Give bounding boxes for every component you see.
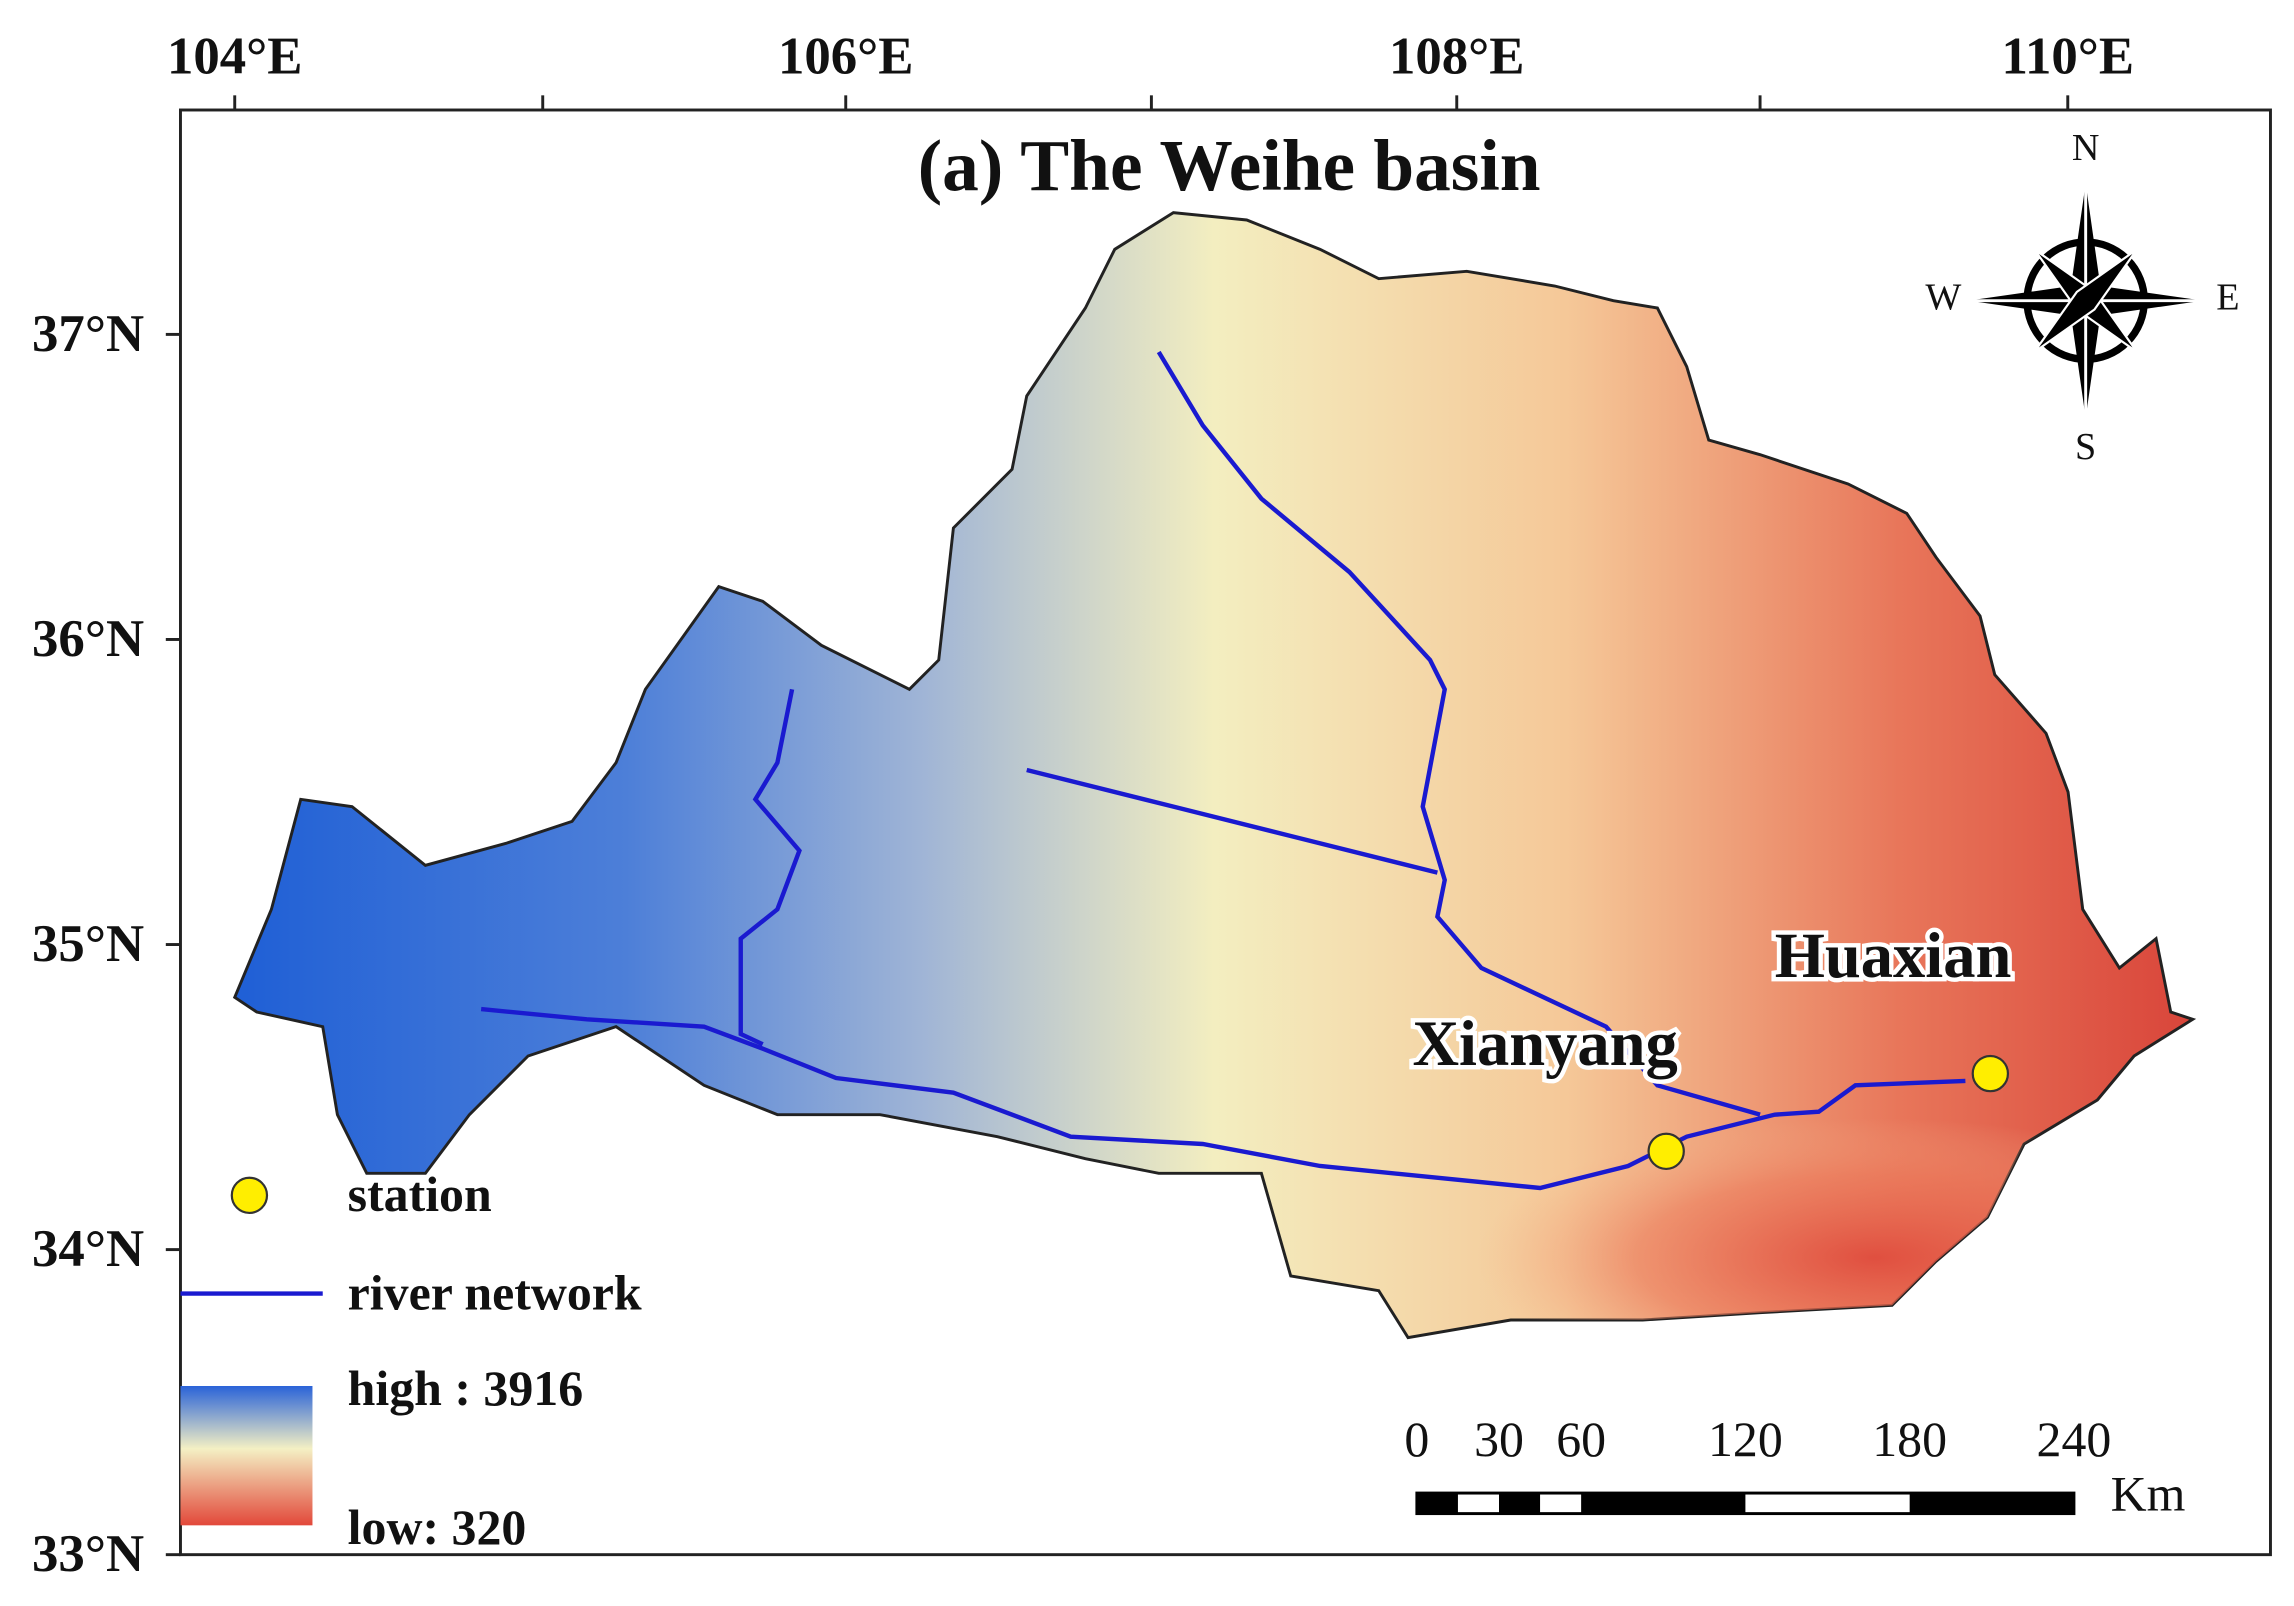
- scale-bar-segment: [1416, 1493, 1458, 1514]
- compass-n: N: [2072, 127, 2100, 169]
- scale-bar-segment: [1581, 1493, 1746, 1514]
- rivers: [480, 350, 1966, 1191]
- station-marker: [1647, 1132, 1685, 1171]
- minor-ticks: [541, 95, 1762, 110]
- compass-e: E: [2216, 276, 2239, 318]
- station-label: Huaxian: [1775, 919, 2012, 991]
- lat-label: 37°N: [32, 305, 144, 363]
- river: [738, 688, 802, 1047]
- river: [1026, 767, 1438, 875]
- compass-w: W: [1925, 276, 1961, 318]
- station-label: Xianyang: [1412, 1007, 1677, 1079]
- stations: Xianyang Huaxian: [1408, 915, 2016, 1171]
- legend-dem-ramp: [180, 1386, 313, 1526]
- compass-rose: N S W E: [1925, 127, 2239, 468]
- legend-high: high : 3916: [348, 1361, 584, 1416]
- lat-label: 34°N: [32, 1220, 144, 1278]
- legend-station-symbol: [230, 1176, 269, 1215]
- basin: [232, 211, 2197, 1340]
- legend-station: station: [348, 1167, 492, 1222]
- scale-bar-label: 0: [1404, 1412, 1429, 1467]
- scale-bar-label: 120: [1708, 1412, 1783, 1467]
- legend: station river network high : 3916 low: 3…: [180, 1167, 642, 1555]
- scale-bar-label: 60: [1556, 1412, 1606, 1467]
- lon-label: 106°E: [778, 28, 914, 86]
- legend-low: low: 320: [348, 1500, 527, 1555]
- compass-diagonal: [2033, 248, 2138, 353]
- scale-bar-unit: Km: [2111, 1466, 2186, 1521]
- scale-bar-segment: [1909, 1493, 2074, 1514]
- scale-bar-segment: [1499, 1493, 1541, 1514]
- lat-label: 36°N: [32, 610, 144, 668]
- valley-shading: [1056, 938, 2193, 1338]
- lon-label: 110°E: [2001, 28, 2134, 86]
- compass-s: S: [2075, 426, 2096, 468]
- lat-label: 33°N: [32, 1525, 144, 1583]
- map-title: (a) The Weihe basin: [918, 125, 1541, 206]
- lon-label: 104°E: [167, 28, 303, 86]
- scale-bar-label: 30: [1474, 1412, 1524, 1467]
- legend-river: river network: [348, 1265, 642, 1320]
- scale-bar-label: 180: [1872, 1412, 1947, 1467]
- station-marker: [1971, 1054, 2010, 1093]
- scale-bar-label: 240: [2037, 1412, 2112, 1467]
- river: [480, 1006, 1966, 1191]
- lat-label: 35°N: [32, 915, 144, 973]
- river: [1156, 350, 1761, 1117]
- compass-highlight: [1968, 183, 2203, 418]
- lon-label: 108°E: [1389, 28, 1525, 86]
